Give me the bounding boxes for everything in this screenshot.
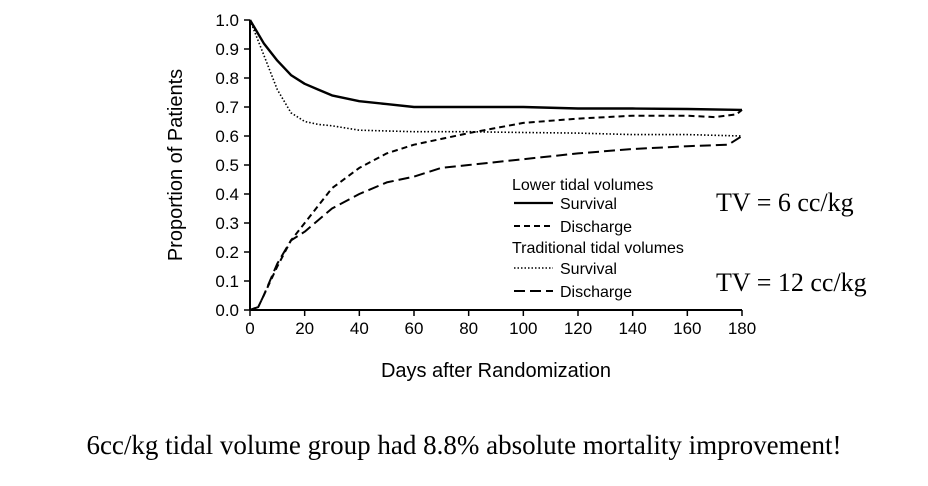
series-line-lower-discharge — [249, 109, 743, 311]
x-tick-label: 80 — [459, 319, 478, 338]
y-tick-label: 0.1 — [215, 272, 239, 291]
series-line-lower-survival — [248, 19, 743, 112]
tv-low-label: TV = 6 cc/kg — [716, 188, 854, 217]
x-tick-label: 100 — [509, 319, 537, 338]
caption: 6cc/kg tidal volume group had 8.8% absol… — [86, 430, 842, 460]
x-tick-label: 120 — [564, 319, 592, 338]
y-tick-label: 0.0 — [215, 301, 239, 320]
tv-high-label: TV = 12 cc/kg — [716, 268, 867, 297]
y-tick-label: 0.9 — [215, 40, 239, 59]
legend-label-traditional-discharge: Discharge — [560, 284, 632, 301]
legend: Lower tidal volumes Survival Discharge T… — [512, 177, 684, 301]
y-tick-label: 0.2 — [215, 243, 239, 262]
x-axis-title: Days after Randomization — [381, 360, 611, 382]
y-tick-label: 0.4 — [215, 185, 239, 204]
x-tick-label: 0 — [245, 319, 254, 338]
legend-label-lower-discharge: Discharge — [560, 219, 632, 236]
y-tick-label: 0.5 — [215, 156, 239, 175]
legend-label-traditional-survival: Survival — [560, 261, 617, 278]
ticks: 0 20 40 60 80 100 120 140 160 180 0.0 0.1 0.2 0.3 0.4 0… — [215, 11, 756, 338]
legend-group-title-lower: Lower tidal volumes — [512, 177, 653, 194]
x-tick-label: 180 — [728, 319, 756, 338]
x-tick-label: 140 — [618, 319, 646, 338]
y-tick-label: 0.3 — [215, 214, 239, 233]
x-tick-label: 20 — [295, 319, 314, 338]
y-tick-label: 1.0 — [215, 11, 239, 30]
y-tick-label: 0.7 — [215, 98, 239, 117]
axes — [249, 20, 742, 311]
series-lines — [248, 19, 743, 311]
legend-group-title-traditional: Traditional tidal volumes — [512, 240, 684, 257]
series-line-traditional-survival — [249, 19, 743, 137]
x-tick-label: 160 — [673, 319, 701, 338]
x-tick-label: 40 — [350, 319, 369, 338]
x-tick-label: 60 — [405, 319, 424, 338]
y-tick-label: 0.8 — [215, 69, 239, 88]
y-tick-label: 0.6 — [215, 127, 239, 146]
y-axis-title: Proportion of Patients — [165, 69, 187, 261]
series-line-traditional-discharge — [249, 135, 743, 311]
legend-label-lower-survival: Survival — [560, 196, 617, 213]
